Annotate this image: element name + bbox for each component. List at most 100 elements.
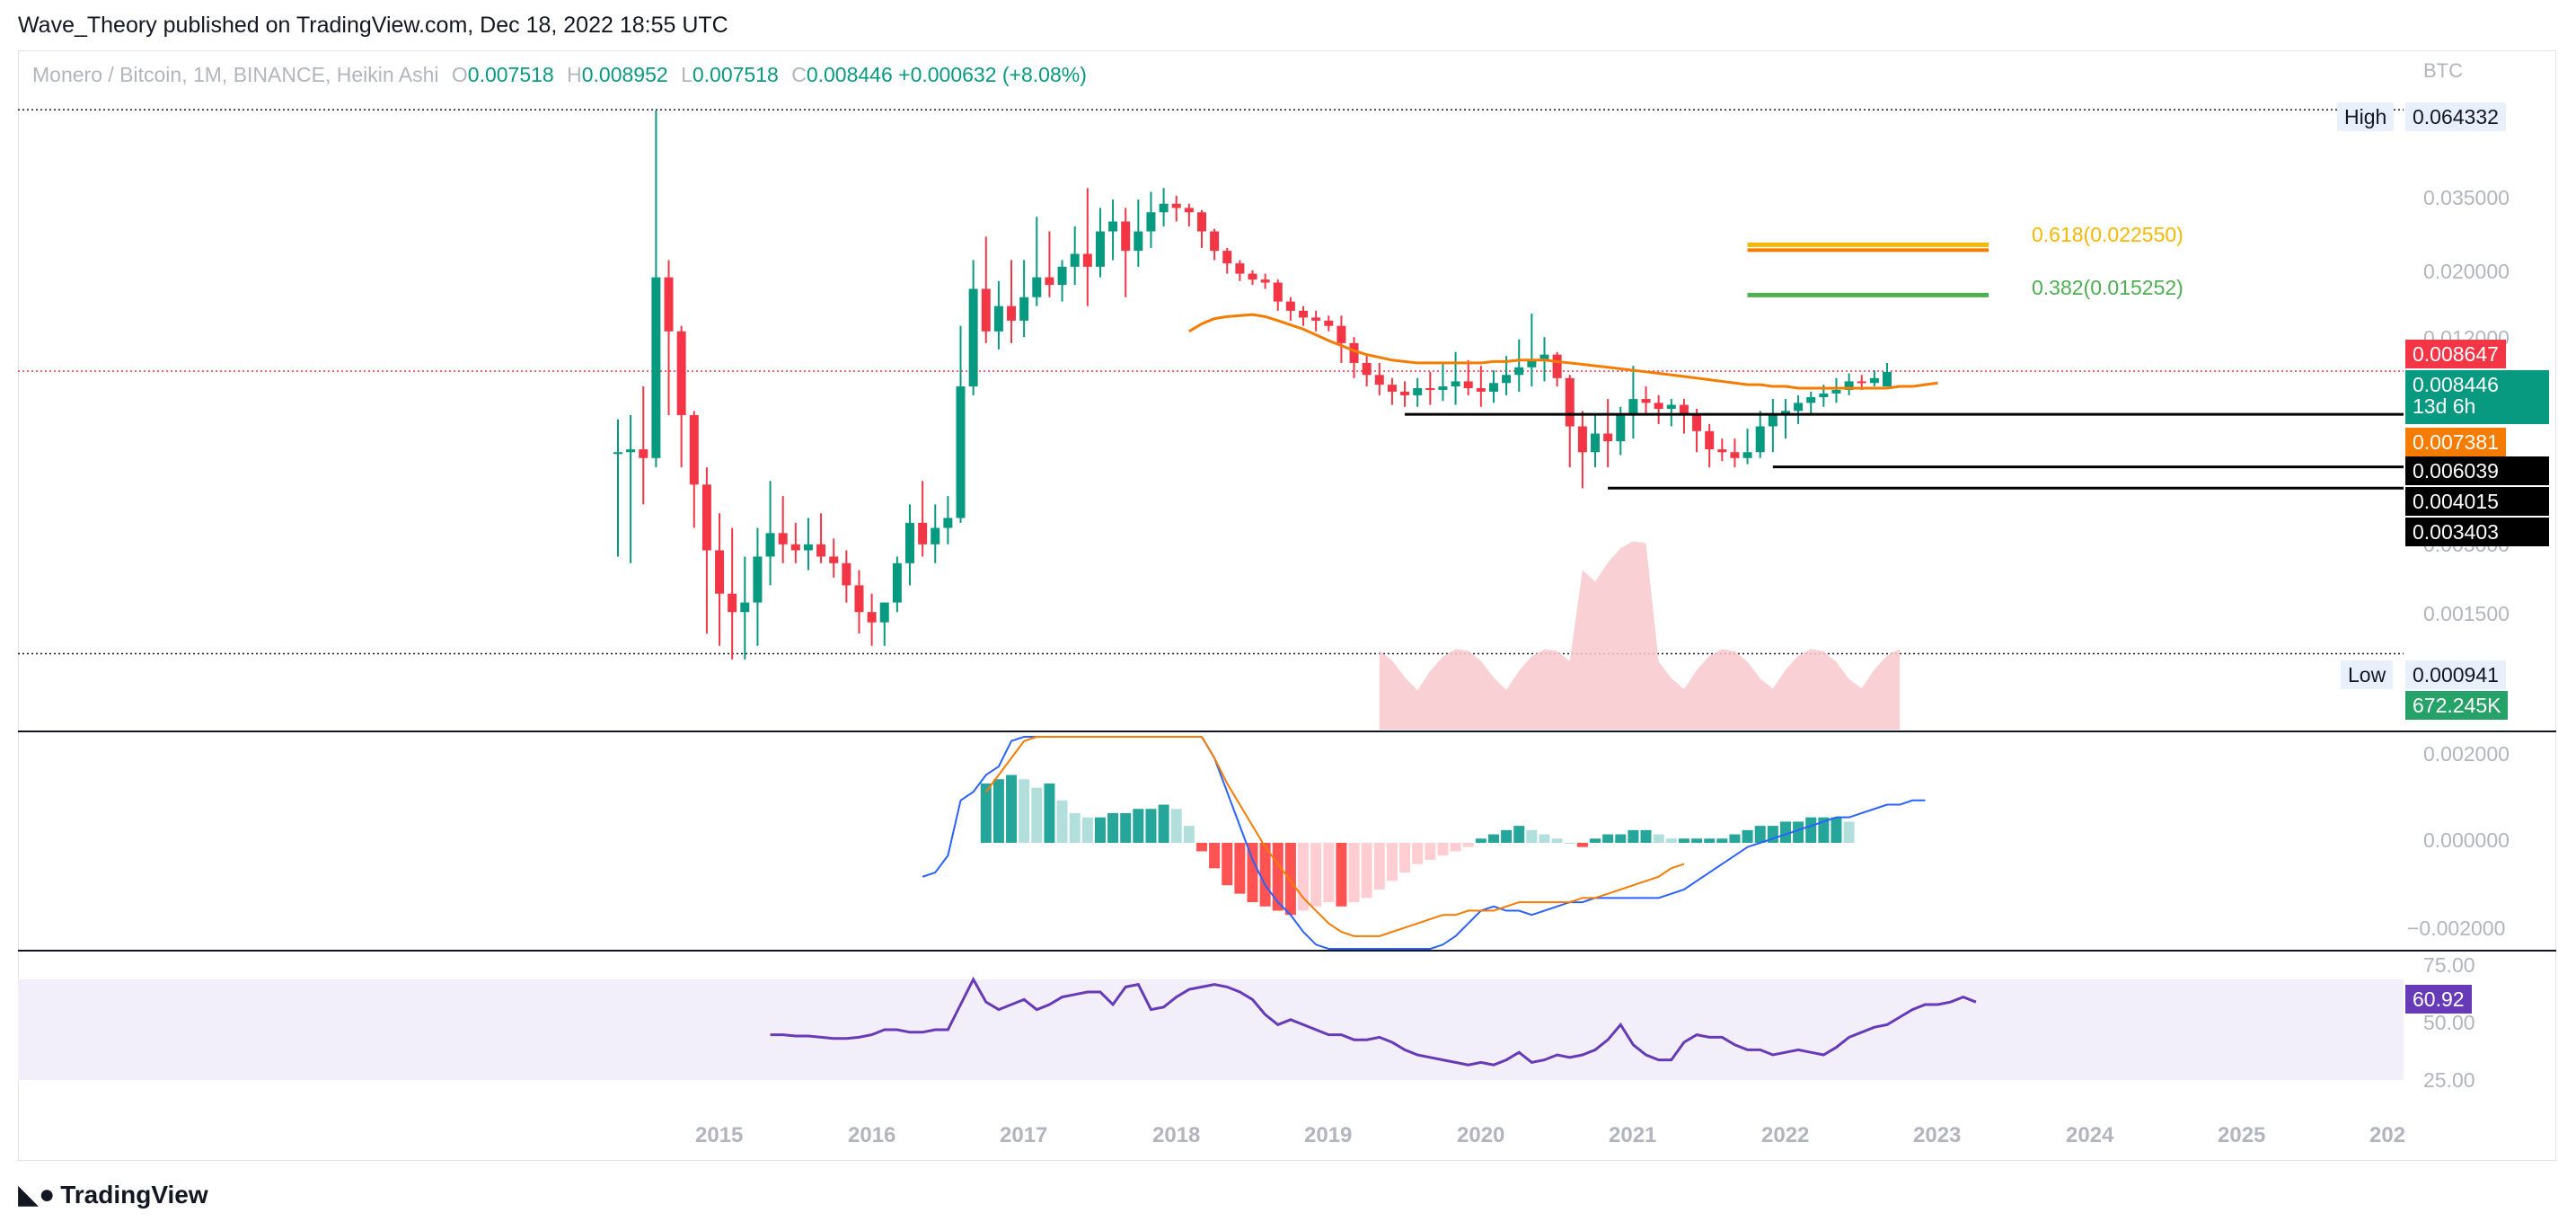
candle-body — [1400, 391, 1410, 395]
candle-body — [1032, 277, 1042, 297]
macd-histogram-bar — [1081, 817, 1093, 843]
tradingview-brand[interactable]: ◣● TradingView — [18, 1179, 208, 1210]
candle-body — [1070, 253, 1080, 267]
candle-body — [626, 449, 636, 453]
candle-body — [1095, 231, 1105, 267]
macd-histogram-bar — [1373, 843, 1385, 890]
ma-price-tag: 0.007381 — [2405, 428, 2506, 456]
macd-histogram-bar — [1729, 834, 1741, 843]
candle-body — [1514, 367, 1524, 376]
candle-body — [1311, 317, 1321, 321]
symbol-legend: Monero / Bitcoin, 1M, BINANCE, Heikin As… — [32, 63, 1087, 87]
macd-axis-label: 0.000000 — [2423, 828, 2510, 852]
candle-body — [1883, 371, 1892, 387]
macd-histogram-bar — [1754, 826, 1766, 843]
high-tag-label: High — [2337, 102, 2395, 131]
macd-histogram-bar — [1107, 812, 1119, 843]
candle-body — [816, 544, 826, 557]
low-label: L — [681, 63, 693, 86]
candle-countdown: 13d 6h — [2413, 394, 2476, 418]
candle-body — [1628, 399, 1638, 416]
low-tag-value: 0.000941 — [2405, 660, 2506, 689]
candle-body — [1387, 385, 1397, 392]
candle-body — [701, 484, 711, 551]
last-price-value: 0.008446 — [2413, 373, 2499, 396]
candle-body — [1007, 306, 1017, 321]
candle-body — [664, 277, 674, 332]
macd-axis-label: 0.002000 — [2423, 742, 2510, 766]
published-info: Wave_Theory published on TradingView.com… — [18, 13, 728, 38]
macd-histogram-bar — [1158, 804, 1169, 843]
candle-body — [1337, 325, 1346, 343]
candle-body — [1235, 263, 1245, 274]
macd-histogram-bar — [1272, 843, 1284, 911]
fib-382-label: 0.382(0.015252) — [2032, 276, 2183, 299]
macd-histogram-bar — [1323, 843, 1335, 903]
candle-body — [1730, 452, 1740, 458]
macd-histogram-bar — [1412, 843, 1424, 864]
candle-body — [892, 562, 902, 603]
candle-body — [943, 518, 953, 528]
candle-body — [1476, 387, 1486, 392]
candle-body — [1299, 310, 1309, 318]
candle-body — [854, 585, 864, 613]
candle-body — [1831, 389, 1841, 394]
macd-histogram-bar — [1209, 843, 1221, 869]
macd-histogram-bar — [1576, 843, 1588, 847]
candle-body — [867, 612, 877, 623]
macd-histogram-bar — [1259, 843, 1271, 907]
year-label: 2015 — [695, 1123, 744, 1147]
candle-body — [1349, 342, 1359, 363]
year-label: 2020 — [1457, 1123, 1505, 1147]
moving-average-line — [1188, 313, 1938, 390]
candle-body — [740, 602, 750, 613]
candle-body — [1451, 381, 1460, 387]
candle-body — [1577, 426, 1587, 453]
macd-signal-line — [984, 736, 1685, 937]
candle-body — [1488, 383, 1498, 392]
candle-body — [1502, 375, 1512, 384]
macd-histogram-bar — [1284, 843, 1296, 916]
macd-histogram-bar — [1843, 821, 1855, 843]
macd-histogram-bar — [1133, 809, 1144, 843]
open-value: 0.007518 — [467, 63, 554, 86]
candle-body — [676, 331, 686, 416]
candle-body — [1285, 301, 1295, 311]
macd-histogram-bar — [1590, 838, 1601, 843]
candle-body — [1552, 354, 1562, 378]
candle-body — [1121, 221, 1131, 252]
candle-body — [651, 277, 661, 458]
year-label: 2019 — [1304, 1123, 1353, 1147]
candle-body — [753, 556, 763, 603]
candle-body — [1146, 212, 1156, 232]
candle-body — [1717, 449, 1727, 453]
candle-body — [1641, 399, 1651, 403]
macd-histogram-bar — [1793, 821, 1804, 843]
macd-histogram-bar — [1247, 843, 1258, 903]
open-label: O — [451, 63, 468, 86]
macd-histogram-bar — [1336, 843, 1347, 907]
candle-body — [1565, 377, 1575, 427]
candle-body — [689, 415, 699, 485]
macd-histogram-bar — [1094, 817, 1106, 843]
candle-body — [931, 527, 940, 545]
macd-histogram-bar — [1450, 843, 1461, 852]
candle-body — [1844, 381, 1854, 390]
volume-area — [1379, 541, 1901, 730]
rsi-axis-label: 75.00 — [2423, 953, 2475, 977]
price-axis-label: 0.001500 — [2423, 602, 2510, 625]
candle-body — [1082, 253, 1092, 267]
macd-histogram-bar — [1031, 787, 1043, 843]
high-tag-value: 0.064332 — [2405, 102, 2506, 131]
symbol-title[interactable]: Monero / Bitcoin, 1M, BINANCE, Heikin As… — [32, 63, 439, 86]
macd-histogram-bar — [1691, 838, 1703, 843]
change-value: +0.000632 (+8.08%) — [898, 63, 1087, 86]
macd-histogram-bar — [1831, 817, 1842, 843]
rsi-band — [18, 979, 2404, 1080]
rsi-axis-label: 25.00 — [2423, 1068, 2475, 1092]
candle-body — [1869, 377, 1879, 384]
candle-body — [1045, 277, 1054, 286]
candle-body — [1159, 203, 1169, 213]
year-label: 2023 — [1913, 1123, 1962, 1147]
